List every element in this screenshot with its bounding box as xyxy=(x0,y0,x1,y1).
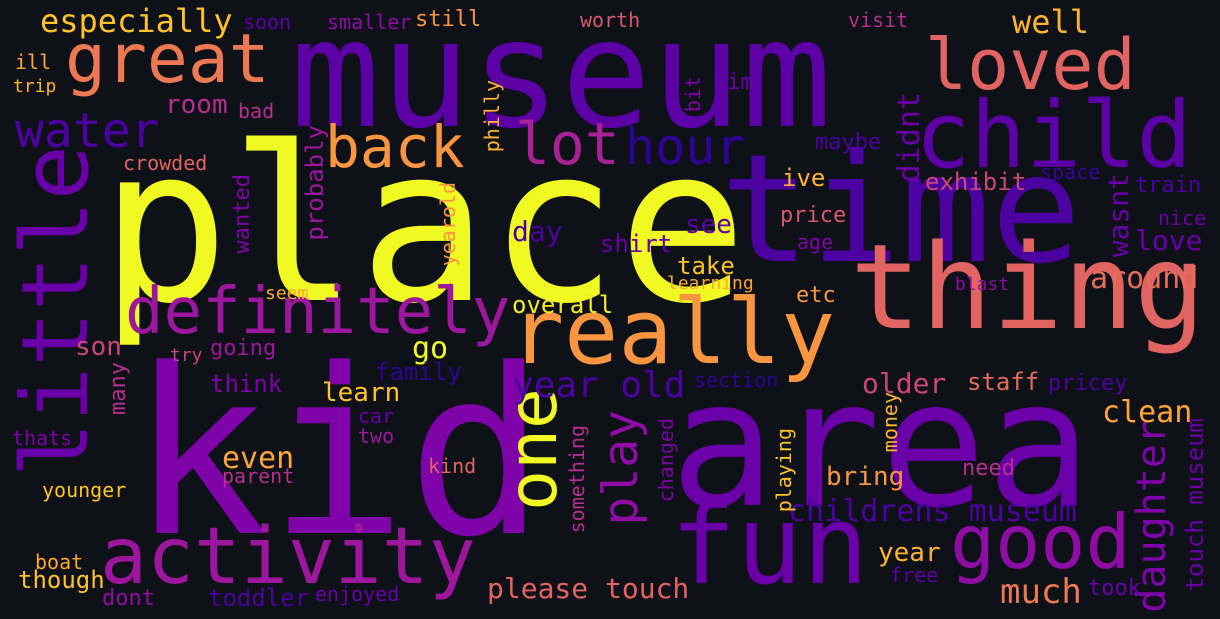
word-age: age xyxy=(797,230,834,254)
word-clean: clean xyxy=(1102,395,1193,430)
word-train: train xyxy=(1135,173,1202,198)
word-im: im xyxy=(727,70,754,95)
word-time: time xyxy=(720,123,1082,297)
word-many: many xyxy=(106,362,131,415)
word-even: even xyxy=(222,441,295,476)
word-staff: staff xyxy=(967,368,1040,396)
word-love: love xyxy=(1135,224,1203,257)
word-family: family xyxy=(375,358,462,386)
word-smaller: smaller xyxy=(327,10,412,34)
word-museum: museum xyxy=(290,0,832,162)
word-playing: playing xyxy=(772,428,796,513)
word-bring: bring xyxy=(826,462,905,492)
word-trip: trip xyxy=(13,76,57,97)
word-dont: dont xyxy=(102,586,155,611)
word-thats: thats xyxy=(12,426,73,450)
word-son: son xyxy=(75,332,122,362)
word-didnt: didnt xyxy=(892,92,927,183)
word-two: two xyxy=(358,424,395,448)
word-soon: soon xyxy=(243,10,292,34)
word-kind: kind xyxy=(428,454,477,478)
word-parent: parent xyxy=(222,464,295,488)
word-good: good xyxy=(950,498,1131,586)
word-see: see xyxy=(685,210,732,240)
word-kid: kid xyxy=(130,321,546,588)
word-price: price xyxy=(780,203,847,228)
word-learn: learn xyxy=(322,378,401,408)
word-exhibit: exhibit xyxy=(925,168,1027,196)
word-area: area xyxy=(670,344,1092,547)
word-car: car xyxy=(358,404,395,428)
word-wanted: wanted xyxy=(230,174,255,254)
word-section: section xyxy=(694,368,779,392)
word-probably: probably xyxy=(301,125,329,241)
word-really: really xyxy=(510,280,836,385)
word-visit: visit xyxy=(848,8,909,32)
word-changed: changed xyxy=(654,418,678,503)
word-pricey: pricey xyxy=(1048,371,1128,396)
word-ive: ive xyxy=(782,164,826,192)
word-learning: learning xyxy=(667,273,754,294)
word-back: back xyxy=(325,113,465,181)
word-younger: younger xyxy=(42,478,127,502)
word-toddler: toddler xyxy=(208,584,310,612)
word-definitely: definitely xyxy=(125,275,511,349)
word-day: day xyxy=(512,215,563,248)
word-took: took xyxy=(1088,576,1141,601)
word-fun: fun xyxy=(670,481,869,609)
word-one: one xyxy=(494,388,573,511)
word-room: room xyxy=(165,90,228,120)
word-space: space xyxy=(1040,160,1101,184)
word-year-old: year old xyxy=(512,365,686,406)
word-enjoyed: enjoyed xyxy=(315,582,400,606)
word-etc: etc xyxy=(796,283,836,308)
word-especially: especially xyxy=(40,2,233,40)
word-bad: bad xyxy=(238,99,275,123)
word-philly: philly xyxy=(480,80,504,153)
word-take: take xyxy=(677,252,735,280)
word-yearold: yearold xyxy=(436,182,460,267)
word-try: try xyxy=(170,345,203,366)
word-money: money xyxy=(878,392,902,453)
word-loved: loved xyxy=(925,24,1136,106)
word-childrens-museum: childrens museum xyxy=(788,494,1077,529)
word-well: well xyxy=(1012,3,1090,41)
word-water: water xyxy=(15,103,160,159)
word-thing: thing xyxy=(850,218,1206,356)
word-lot: lot xyxy=(515,110,620,178)
word-hour: hour xyxy=(625,118,746,176)
word-seem: seem xyxy=(265,283,309,304)
word-though: though xyxy=(18,566,105,594)
word-crowded: crowded xyxy=(123,151,208,175)
word-much: much xyxy=(1000,572,1082,612)
word-think: think xyxy=(210,370,283,398)
word-going: going xyxy=(210,336,277,361)
word-nice: nice xyxy=(1158,206,1207,230)
word-need: need xyxy=(962,456,1015,481)
word-around: around xyxy=(1090,261,1199,296)
word-maybe: maybe xyxy=(815,130,882,155)
word-worth: worth xyxy=(580,8,641,32)
word-ill: ill xyxy=(15,50,52,74)
word-bit: bit xyxy=(681,76,705,113)
word-activity: activity xyxy=(100,512,476,602)
word-year: year xyxy=(878,538,941,568)
word-go: go xyxy=(412,331,449,366)
word-child: child xyxy=(915,82,1192,189)
word-wasnt: wasnt xyxy=(1102,173,1135,258)
word-place: place xyxy=(100,100,748,351)
word-free: free xyxy=(890,563,939,587)
word-overall: overall xyxy=(512,291,614,319)
word-touch-museum: touch museum xyxy=(1181,418,1209,592)
word-play: play xyxy=(593,410,649,526)
word-blast: blast xyxy=(955,274,1010,295)
word-shirt: shirt xyxy=(600,230,673,258)
word-still: still xyxy=(415,7,482,32)
word-something: something xyxy=(565,425,589,534)
word-boat: boat xyxy=(35,550,84,574)
word-please-touch: please touch xyxy=(487,572,690,605)
word-older: older xyxy=(862,367,947,400)
word-great: great xyxy=(65,20,270,99)
